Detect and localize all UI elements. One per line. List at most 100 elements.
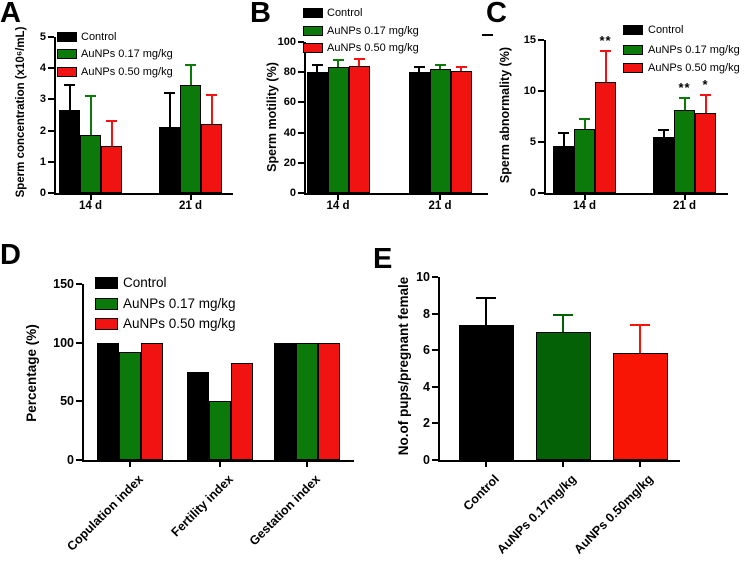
y-tick [538, 192, 544, 194]
legend-label: AuNPs 0.17 mg/kg [123, 295, 236, 311]
y-tick [432, 459, 438, 461]
legend-swatch [623, 62, 643, 73]
category-label: 14 d [572, 200, 596, 212]
bar [612, 352, 668, 460]
legend-label: AuNPs 0.50 mg/kg [327, 42, 419, 54]
panel-a-letter: A [0, 0, 21, 29]
bar [141, 342, 163, 460]
error-bar-cap [434, 64, 446, 67]
y-tick-label: 10 [416, 270, 430, 284]
legend-swatch [95, 297, 118, 310]
bar [97, 342, 119, 460]
y-tick [298, 41, 304, 43]
error-bar-stem [662, 129, 665, 137]
bar [348, 66, 370, 193]
bar [201, 124, 222, 193]
y-tick [432, 312, 438, 315]
error-bar-stem [210, 94, 213, 125]
y-tick [538, 141, 544, 143]
y-tick [432, 276, 438, 278]
y-tick-label: 10 [523, 85, 536, 97]
y-tick [48, 98, 54, 101]
y-tick-label: 0 [67, 453, 74, 467]
x-tick [337, 195, 339, 200]
error-bar-cap [413, 65, 425, 68]
error-bar-stem [683, 98, 686, 111]
y-tick-label: 0 [39, 187, 46, 199]
panel-d-letter: D [0, 239, 21, 271]
category-label: 21 d [178, 200, 202, 212]
bar [180, 85, 201, 193]
y-tick-label: 0 [423, 453, 430, 467]
panel-b-letter: B [250, 0, 271, 29]
error-bar-stem [337, 60, 339, 67]
error-bar-cap [185, 64, 196, 67]
legend-label: Control [123, 275, 167, 290]
error-bar-stem [358, 58, 360, 67]
y-tick [432, 385, 438, 388]
error-bar-cap [311, 63, 323, 66]
panel-c-letter: C [486, 0, 507, 29]
bar [535, 331, 591, 460]
error-bar-stem [316, 64, 318, 73]
error-bar-stem [110, 121, 113, 147]
x-axis [438, 460, 680, 462]
y-tick [298, 101, 304, 104]
legend-swatch [95, 277, 118, 289]
x-axis [304, 193, 488, 195]
y-tick-label: 20 [283, 156, 296, 169]
x-tick [306, 462, 308, 467]
error-bar-cap [700, 94, 711, 97]
bar [595, 81, 616, 193]
y-tick-label: 60 [283, 96, 296, 109]
stray-mark [482, 34, 493, 36]
error-bar-stem [168, 93, 171, 128]
bar [327, 66, 349, 193]
error-bar-cap [679, 97, 690, 100]
legend-label: Control [327, 7, 363, 19]
x-tick [639, 462, 641, 467]
y-tick-label: 2 [423, 416, 430, 431]
category-label: Copulation index [64, 472, 146, 554]
y-tick [298, 161, 304, 164]
error-bar-cap [332, 59, 344, 62]
x-axis [544, 193, 728, 195]
bar [187, 372, 209, 460]
error-bar-cap [106, 120, 117, 123]
legend-swatch [303, 43, 323, 53]
x-axis [82, 460, 354, 462]
x-tick [683, 195, 686, 200]
error-bar-cap [206, 93, 217, 96]
x-tick [583, 195, 586, 200]
y-tick-label: 8 [423, 306, 430, 321]
y-axis [544, 40, 546, 195]
x-tick [485, 462, 487, 467]
error-bar-stem [485, 298, 487, 326]
legend-label: AuNPs 0.17 mg/kg [81, 48, 173, 60]
y-tick-label: 3 [39, 93, 46, 106]
bar [653, 136, 674, 193]
category-label: 14 d [326, 200, 350, 212]
significance-mark: ** [678, 80, 691, 96]
error-bar-cap [476, 297, 496, 300]
bar [429, 69, 451, 193]
y-tick-label: 4 [39, 62, 46, 75]
legend-label: AuNPs 0.17 mg/kg [648, 43, 740, 56]
legend-swatch [57, 66, 77, 77]
error-bar-cap [85, 95, 96, 98]
y-tick-label: 6 [423, 343, 430, 358]
y-axis [54, 37, 56, 195]
panel-e-yaxis-label: No.of pups/pregnant female [396, 276, 411, 456]
legend-label: Control [648, 24, 684, 36]
bar [209, 401, 231, 460]
y-tick [298, 131, 304, 134]
y-tick-label: 1 [39, 155, 46, 168]
y-tick [76, 400, 82, 403]
bar [80, 135, 101, 193]
legend-swatch [303, 8, 323, 18]
significance-mark: ** [599, 33, 612, 49]
bar [574, 128, 595, 193]
error-bar-stem [418, 66, 420, 73]
y-tick-label: 5 [529, 136, 536, 148]
